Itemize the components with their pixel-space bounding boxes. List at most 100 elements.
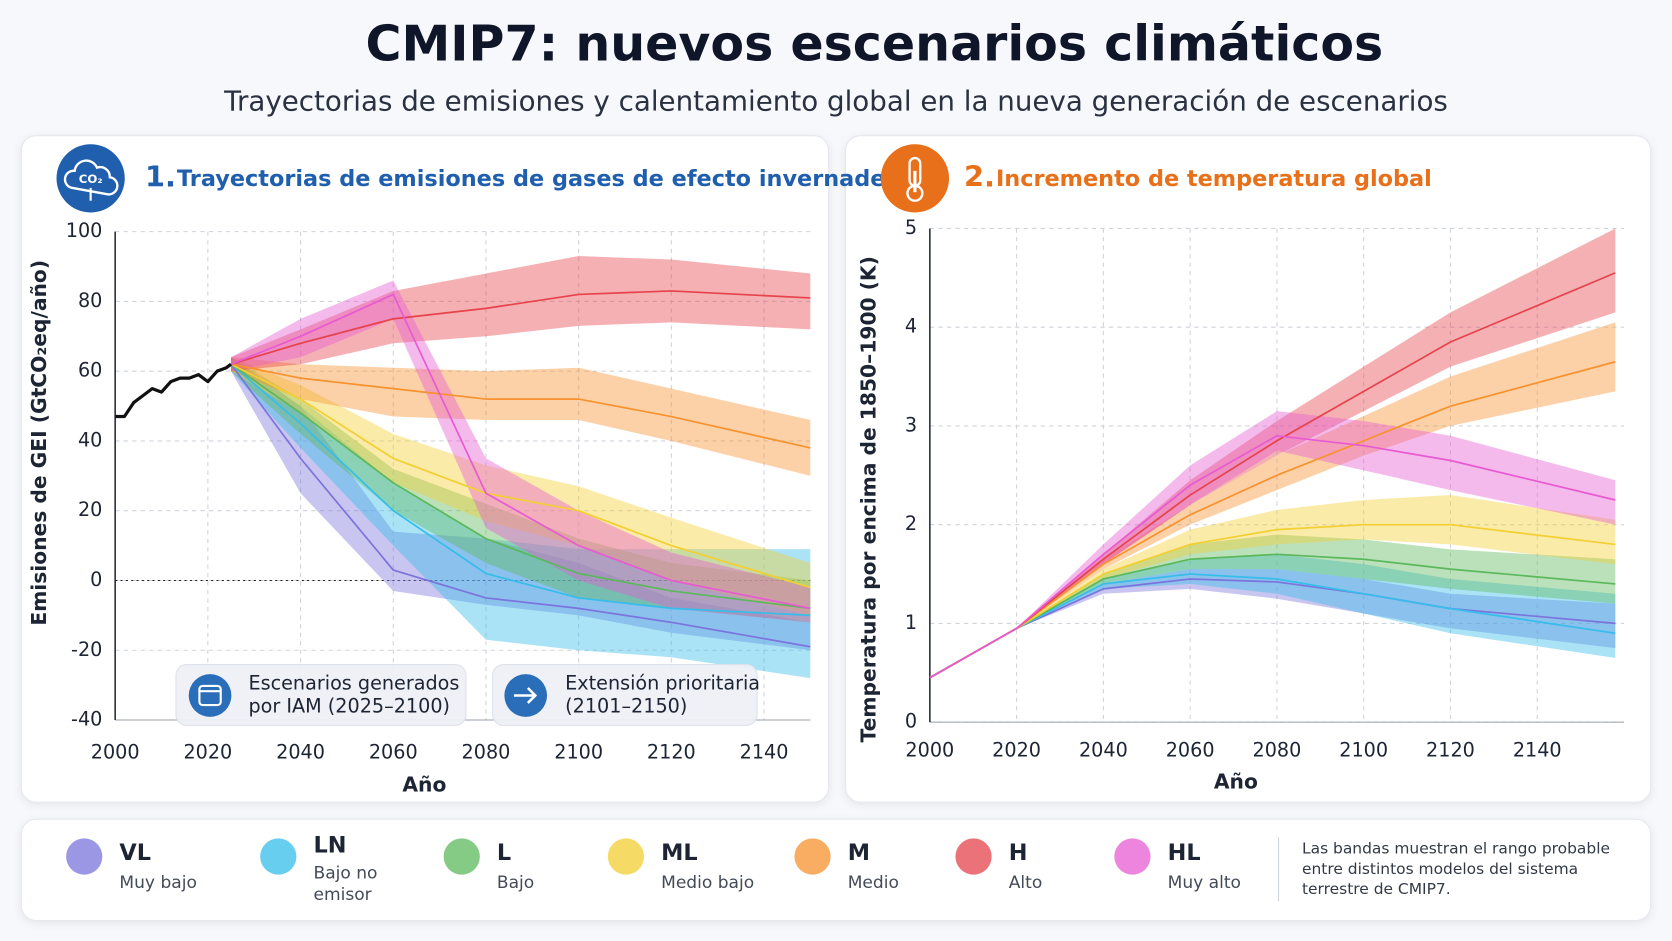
x-tick-label: 2060 xyxy=(369,741,418,764)
x-tick-label: 2120 xyxy=(647,741,696,764)
uncertainty-band xyxy=(929,322,1616,678)
y-tick-label: -40 xyxy=(71,708,102,731)
legend-note: terrestre de CMIP7. xyxy=(1302,880,1451,898)
median-line xyxy=(230,363,811,648)
median-line xyxy=(230,363,811,617)
legend-code: LN xyxy=(314,832,347,858)
y-tick-label: 3 xyxy=(905,413,917,436)
legend-swatch xyxy=(443,838,480,875)
co2-icon: CO₂ xyxy=(56,144,125,213)
median-line xyxy=(230,363,811,610)
y-tick-label: 1 xyxy=(905,611,917,634)
panel-number: 2. xyxy=(964,159,995,193)
legend-note: Las bandas muestran el rango probable xyxy=(1302,840,1610,858)
legend-panel xyxy=(20,818,1652,922)
y-tick-label: 4 xyxy=(905,315,917,338)
median-line xyxy=(929,523,1616,679)
y-axis-title: Temperatura por encima de 1850–1900 (K) xyxy=(857,256,881,742)
y-tick-label: 40 xyxy=(78,428,102,451)
legend-swatch xyxy=(1114,838,1151,875)
y-tick-label: 0 xyxy=(90,568,102,591)
x-tick-label: 2100 xyxy=(1339,738,1388,761)
x-tick-label: 2000 xyxy=(91,741,140,764)
historical-line xyxy=(115,362,232,419)
legend-swatch xyxy=(66,838,103,875)
page-title: CMIP7: nuevos escenarios climáticos xyxy=(366,15,1384,73)
y-tick-label: 2 xyxy=(905,512,917,535)
legend-note: entre distintos modelos del sistema xyxy=(1302,860,1578,878)
y-tick-label: 80 xyxy=(78,289,102,312)
x-tick-label: 2140 xyxy=(740,741,789,764)
median-line xyxy=(230,290,811,366)
x-tick-label: 2020 xyxy=(183,741,232,764)
x-tick-label: 2040 xyxy=(1079,738,1128,761)
legend-description: Medio xyxy=(848,873,899,893)
uncertainty-band xyxy=(231,256,811,372)
uncertainty-band xyxy=(929,495,1616,678)
uncertainty-band xyxy=(231,280,811,623)
uncertainty-band xyxy=(231,357,811,651)
legend-code: L xyxy=(497,840,511,866)
x-tick-label: 2080 xyxy=(462,741,511,764)
median-line xyxy=(230,363,811,449)
x-tick-label: 2140 xyxy=(1513,738,1562,761)
panel-number: 1. xyxy=(145,159,176,193)
y-tick-label: 5 xyxy=(905,216,917,239)
plot-area xyxy=(929,228,1616,679)
panel xyxy=(845,135,1652,803)
legend-description: Medio bajo xyxy=(661,873,754,893)
uncertainty-band xyxy=(929,534,1616,678)
y-tick-label: 60 xyxy=(78,359,102,382)
legend-swatch xyxy=(260,838,297,875)
chart-emissions: 2000 2020 2040 2060 2080 2100 2120 2140-40-2002… xyxy=(27,219,811,797)
x-tick-label: 2040 xyxy=(276,741,325,764)
x-tick-label: 2100 xyxy=(554,741,603,764)
x-tick-label: 2020 xyxy=(992,738,1041,761)
panel-title: Trayectorias de emisiones de gases de ef… xyxy=(177,166,912,192)
uncertainty-band xyxy=(231,357,811,623)
legend-code: ML xyxy=(661,840,698,866)
legend-swatch xyxy=(607,838,645,875)
uncertainty-band xyxy=(929,411,1616,678)
annotation: Escenarios generados por IAM (2025–2100) xyxy=(175,664,467,726)
legend-code: HL xyxy=(1168,840,1201,866)
legend-description: Muy bajo xyxy=(119,873,196,893)
y-tick-label: 0 xyxy=(905,710,917,733)
legend-description: Bajo no xyxy=(314,864,378,884)
y-axis-title: Emisiones de GEI (GtCO₂eq/año) xyxy=(27,260,51,626)
median-line xyxy=(929,434,1616,679)
legend-description: Bajo xyxy=(497,873,534,893)
y-tick-label: 20 xyxy=(78,498,102,521)
x-tick-label: 2080 xyxy=(1253,738,1302,761)
legend-description: Muy alto xyxy=(1168,873,1241,893)
plot-area xyxy=(115,256,811,679)
x-tick-label: 2000 xyxy=(905,738,954,761)
x-tick-label: 2060 xyxy=(1166,738,1215,761)
annotation: Extensión prioritaria (2101–2150) xyxy=(492,664,760,726)
median-line xyxy=(230,293,811,610)
legend-swatch xyxy=(955,838,992,875)
legend-code: H xyxy=(1009,840,1028,866)
uncertainty-band xyxy=(231,357,811,616)
x-axis-title: Año xyxy=(402,773,446,797)
annotation-text: (2101–2150) xyxy=(565,695,687,718)
y-tick-label: -20 xyxy=(71,638,102,661)
legend-swatch xyxy=(794,838,831,875)
annotation-text: Escenarios generados xyxy=(248,671,459,694)
panel-title: Incremento de temperatura global xyxy=(996,166,1432,192)
uncertainty-band xyxy=(231,357,811,679)
x-axis-title: Año xyxy=(1214,769,1258,793)
legend-description: Alto xyxy=(1009,873,1043,893)
chart-temperature: 2000 2020 2040 2060 2080 2100 2120 2140 0 1 2 3 4 5 Añ… xyxy=(857,216,1625,793)
y-tick-label: 100 xyxy=(66,219,103,242)
legend-description: emisor xyxy=(314,885,373,905)
page-subtitle: Trayectorias de emisiones y calentamient… xyxy=(223,85,1448,118)
annotation-text: Extensión prioritaria xyxy=(565,671,760,694)
uncertainty-band xyxy=(929,569,1616,678)
legend-code: M xyxy=(848,840,870,866)
panel xyxy=(20,135,830,803)
annotation-text: por IAM (2025–2100) xyxy=(248,695,450,718)
icon-label: CO₂ xyxy=(79,172,103,186)
thermometer-icon xyxy=(880,144,950,213)
